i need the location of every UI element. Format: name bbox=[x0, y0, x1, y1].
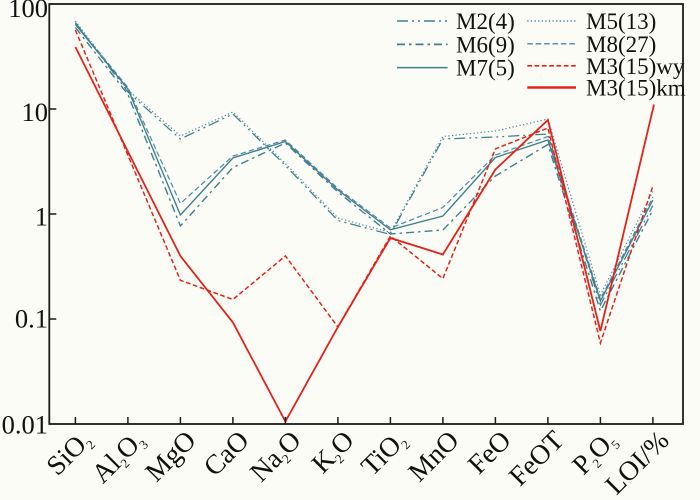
svg-text:0.01: 0.01 bbox=[2, 409, 48, 439]
svg-text:1: 1 bbox=[35, 201, 48, 231]
svg-text:M3(15)wy: M3(15)wy bbox=[586, 54, 685, 79]
svg-text:M6(9): M6(9) bbox=[456, 32, 515, 57]
svg-text:10: 10 bbox=[22, 97, 49, 127]
svg-text:M3(15)km: M3(15)km bbox=[586, 76, 686, 101]
svg-text:M8(27): M8(27) bbox=[586, 32, 656, 57]
svg-text:0.1: 0.1 bbox=[15, 304, 48, 334]
svg-text:M2(4): M2(4) bbox=[456, 9, 515, 34]
svg-text:M7(5): M7(5) bbox=[456, 56, 515, 81]
svg-text:100: 100 bbox=[8, 0, 48, 23]
svg-text:M5(13): M5(13) bbox=[586, 9, 656, 34]
